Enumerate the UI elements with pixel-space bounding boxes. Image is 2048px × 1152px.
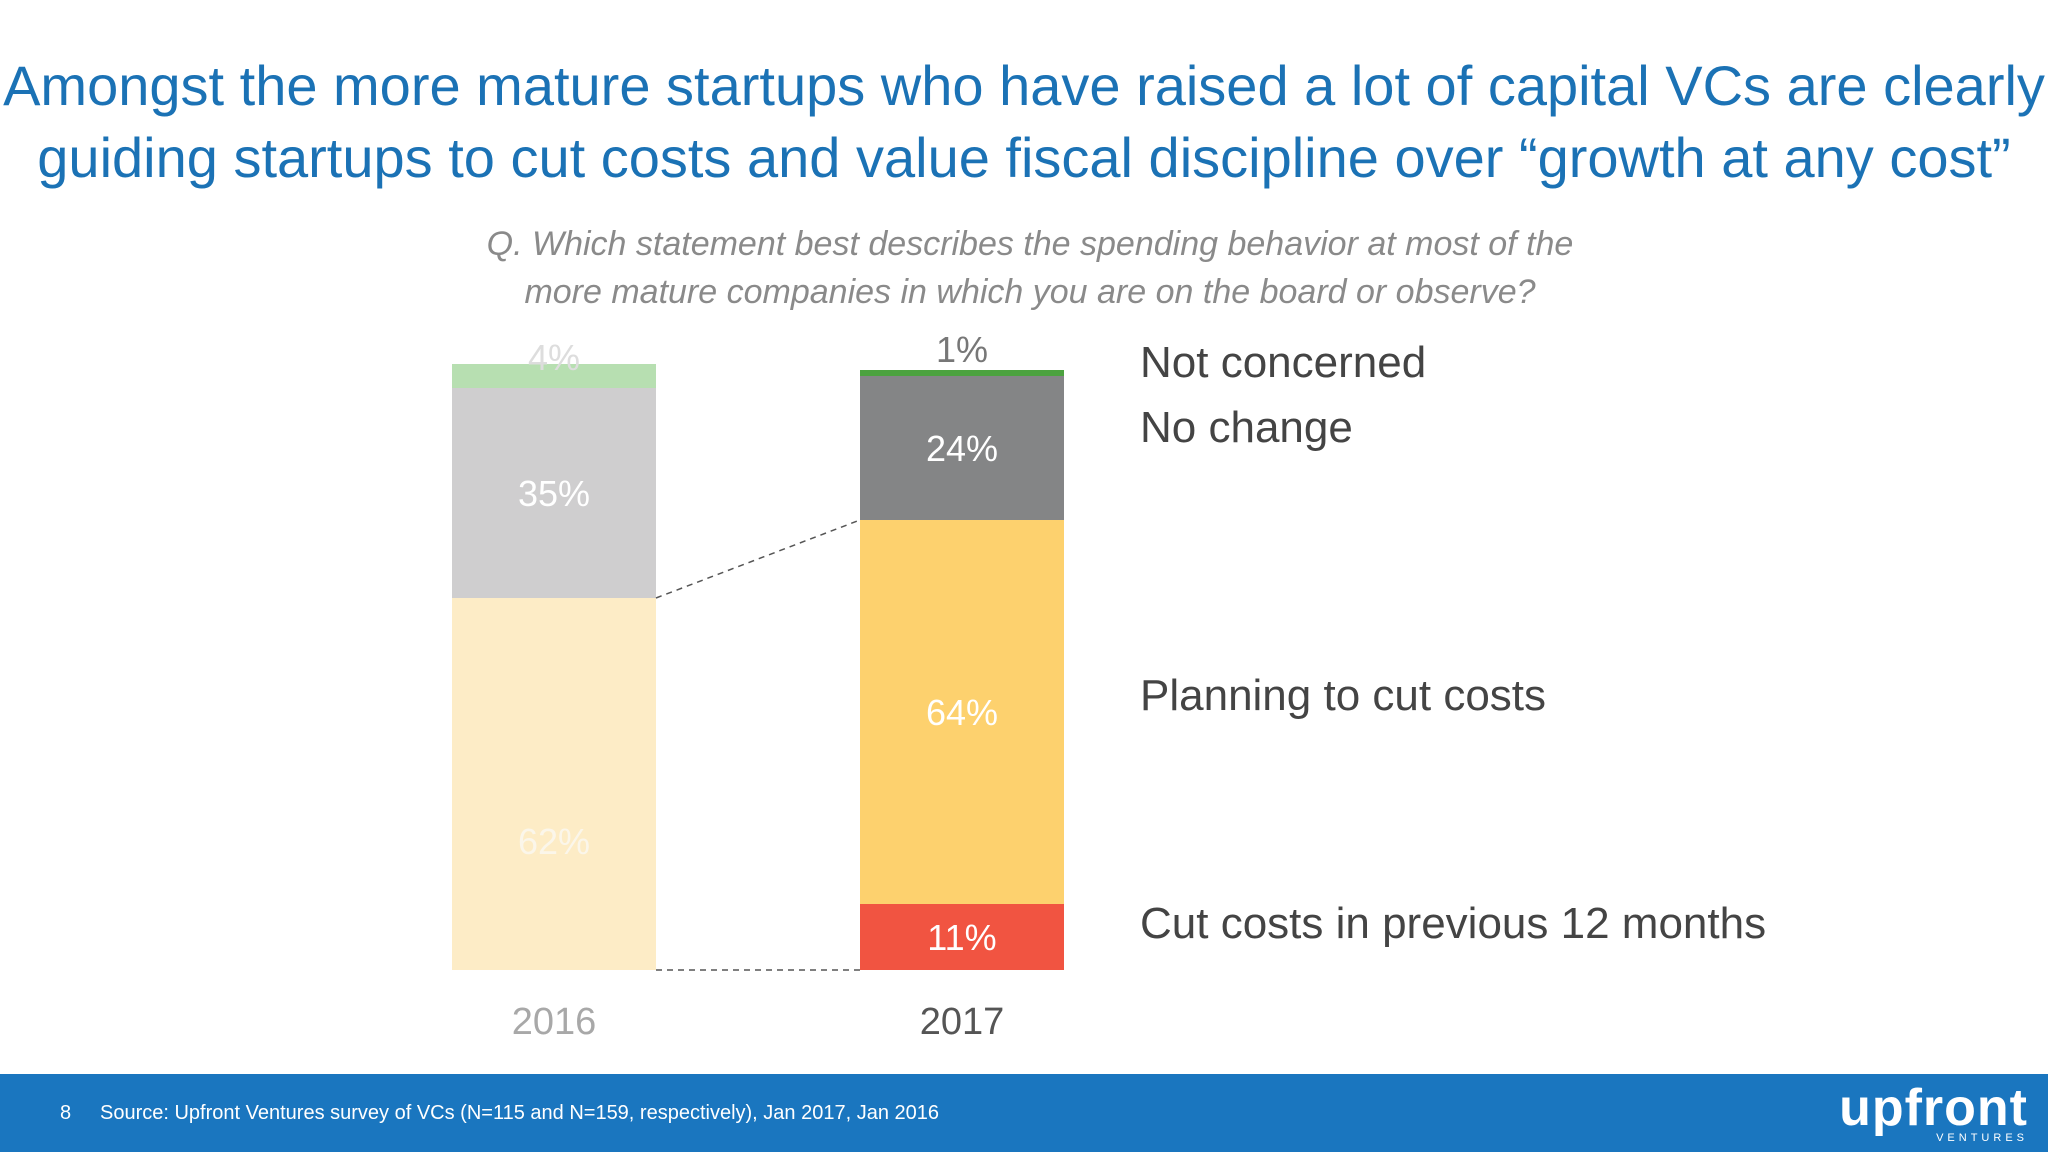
data-label-2016-not-concerned: 4% [528,337,580,378]
upfront-logo: upfront VENTURES [1839,1080,2028,1144]
legend-label-not-concerned: Not concerned [1140,338,1426,387]
bar-2017-cut-costs-in-previous-12-months [860,904,1064,970]
survey-question-line-2: more mature companies in which you are o… [524,273,1536,311]
bar-2016-not-concerned [452,364,656,388]
survey-question-line-1: Q. Which statement best describes the sp… [486,225,1574,263]
connector-line-top [655,519,861,599]
data-label-2017-cut-costs-in-previous-12-months: 11% [927,917,996,958]
slide-title: Amongst the more mature startups who hav… [0,50,2048,194]
footer-bar: 8 Source: Upfront Ventures survey of VCs… [0,1074,2048,1152]
page-number: 8 [60,1102,72,1124]
data-label-2016-no-change: 35% [518,473,590,514]
bar-2017-planning-to-cut-costs [860,520,1064,904]
data-label-2017-not-concerned: 1% [936,329,988,370]
bar-2017-not-concerned [860,370,1064,376]
x-tick-label-2017: 2017 [920,1001,1005,1043]
bar-2017-no-change [860,376,1064,520]
survey-question: Q. Which statement best describes the sp… [380,220,1680,316]
bar-2016-planning-to-cut-costs [452,598,656,970]
x-tick-label-2016: 2016 [512,1001,597,1043]
slide-title-line-2: guiding startups to cut costs and value … [37,126,2011,189]
stacked-bar-chart: 62% 35% 4% 11% 64% 24% 1% 2016 2017 Cut costs in … [452,329,1766,1043]
bar-2016-no-change [452,388,656,598]
data-label-2017-planning-to-cut-costs: 64% [926,692,998,733]
source-note: Source: Upfront Ventures survey of VCs (… [100,1102,939,1124]
data-label-2017-no-change: 24% [926,428,998,469]
data-label-2016-planning-to-cut-costs: 62% [518,821,590,862]
legend-label-no-change: No change [1140,403,1353,452]
slide-title-line-1: Amongst the more mature startups who hav… [3,54,2045,117]
logo-subtitle: VENTURES [1936,1132,2028,1144]
legend-label-cut-costs-in-previous-12-months: Cut costs in previous 12 months [1140,899,1766,948]
logo-wordmark: upfront [1839,1079,2028,1137]
legend-label-planning-to-cut-costs: Planning to cut costs [1140,671,1546,720]
